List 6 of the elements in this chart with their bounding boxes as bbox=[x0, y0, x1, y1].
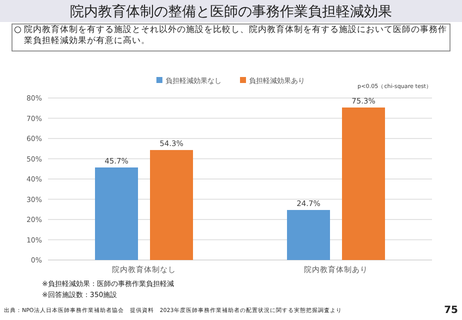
chart-title: 院内教育体制の整備と医師の事務作業負担軽減効果 bbox=[70, 3, 392, 20]
text: 75 bbox=[444, 305, 458, 316]
bar bbox=[95, 167, 138, 260]
bar bbox=[287, 210, 330, 260]
bar bbox=[342, 108, 385, 260]
bar bbox=[150, 150, 193, 260]
